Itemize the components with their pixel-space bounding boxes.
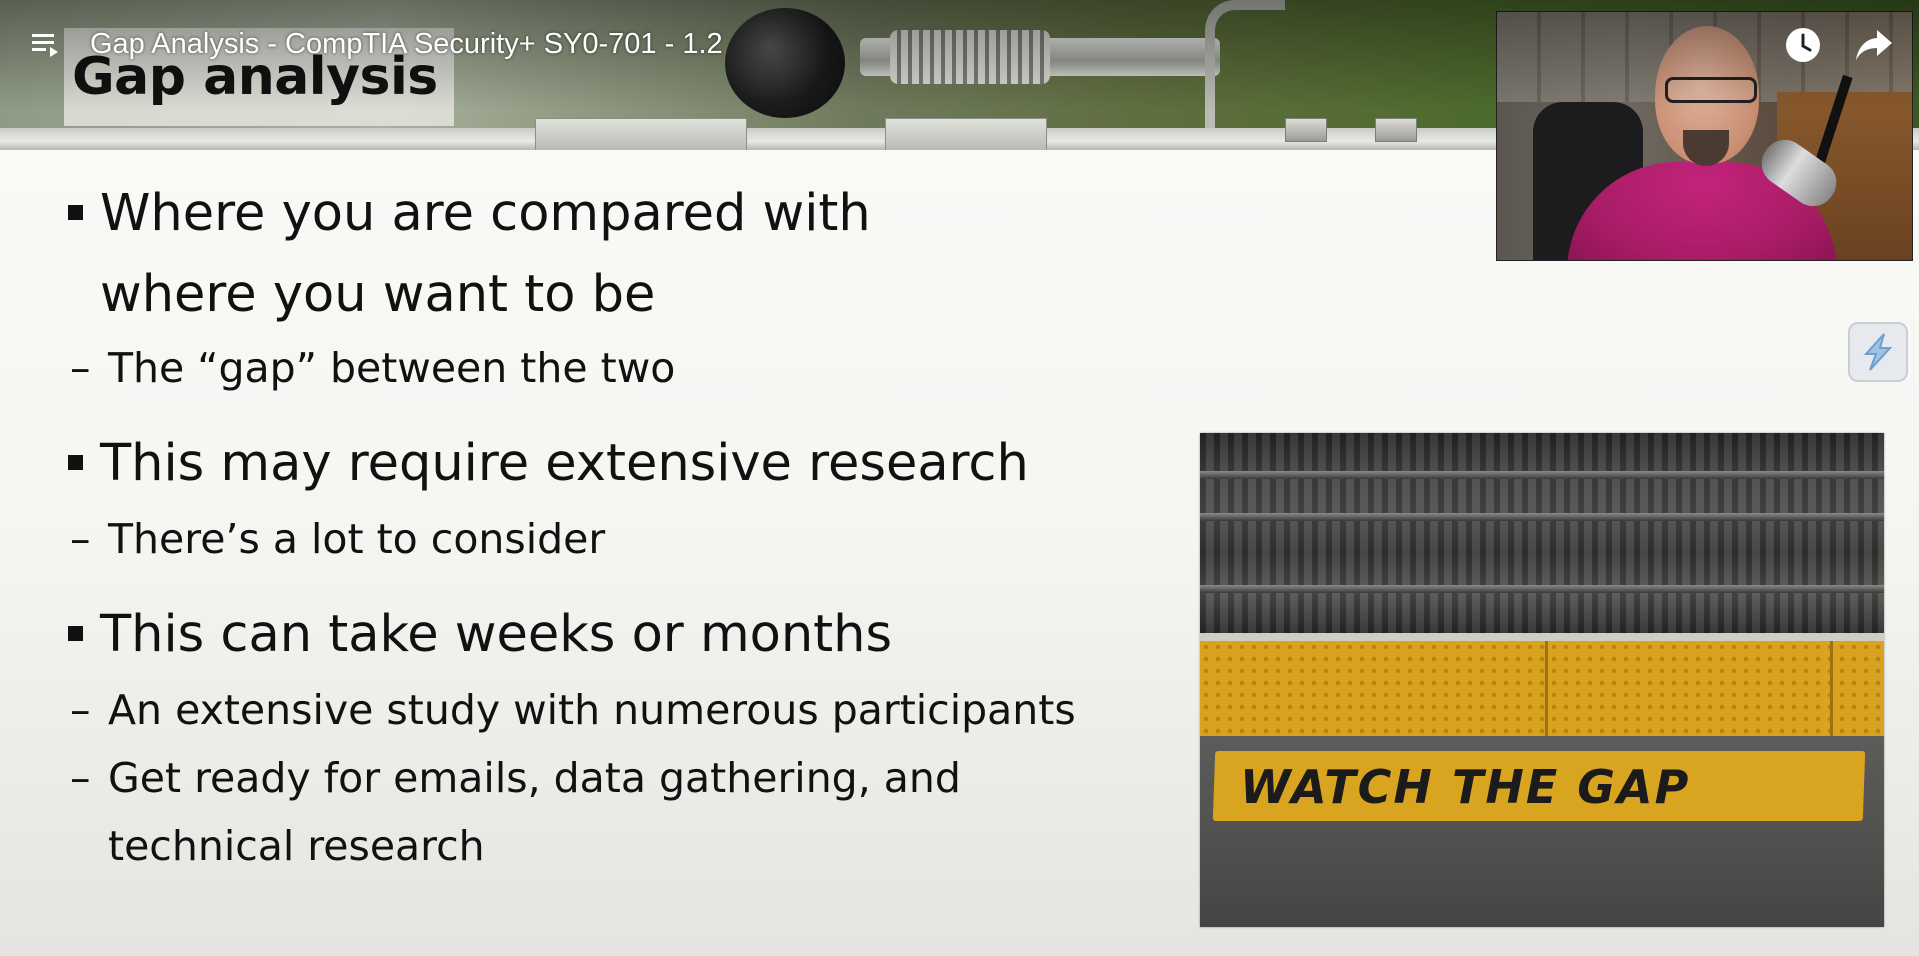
sub-bullet-marker: – — [70, 515, 91, 563]
latch-plate-graphic — [535, 118, 747, 150]
latch-hook-graphic — [1205, 0, 1285, 150]
sub-bullet-text: An extensive study with numerous partici… — [108, 686, 1076, 734]
sub-bullet-marker: – — [70, 344, 91, 392]
beard-graphic — [1683, 130, 1729, 166]
sub-bullet-text: technical research — [108, 822, 485, 870]
extension-button[interactable] — [1848, 322, 1908, 382]
latch-plate-graphic — [885, 118, 1047, 150]
glasses-graphic — [1665, 77, 1757, 103]
watch-the-gap-photo: WATCH THE GAP — [1200, 433, 1884, 927]
rail-graphic — [1200, 513, 1884, 521]
bolt-extension-icon — [1863, 333, 1893, 371]
bullet-marker — [68, 205, 83, 220]
tactile-paving-graphic — [1200, 641, 1884, 736]
sub-bullet-text: Get ready for emails, data gathering, an… — [108, 754, 961, 802]
slide-title: Gap analysis — [72, 47, 438, 107]
bullet-text: where you want to be — [100, 265, 656, 324]
rail-graphic — [1200, 585, 1884, 593]
bullet-text: This may require extensive research — [100, 434, 1029, 493]
latch-knob-graphic — [725, 8, 845, 118]
bullet-text: Where you are compared with — [100, 184, 871, 243]
bolt-graphic — [1285, 118, 1327, 142]
platform-edge-graphic — [1200, 633, 1884, 641]
latch-spring-graphic — [890, 30, 1050, 84]
playlist-icon[interactable] — [30, 28, 66, 64]
sub-bullet-marker: – — [70, 686, 91, 734]
sign-text: WATCH THE GAP — [1240, 760, 1691, 814]
clock-icon[interactable] — [1784, 26, 1822, 64]
slide-title-background — [64, 28, 454, 126]
presenter-webcam — [1496, 11, 1913, 261]
bullet-text: This can take weeks or months — [100, 605, 893, 664]
bullet-marker — [68, 455, 83, 470]
sub-bullet-text: The “gap” between the two — [108, 344, 676, 392]
railway-tracks-graphic — [1200, 433, 1884, 633]
video-title[interactable]: Gap Analysis - CompTIA Security+ SY0-701… — [90, 28, 723, 60]
paving-seam-graphic — [1830, 641, 1833, 736]
sub-bullet-text: There’s a lot to consider — [108, 515, 606, 563]
paving-seam-graphic — [1545, 641, 1548, 736]
bolt-graphic — [1375, 118, 1417, 142]
bullet-marker — [68, 626, 83, 641]
share-arrow-icon[interactable] — [1854, 26, 1894, 64]
rail-graphic — [1200, 471, 1884, 479]
sub-bullet-marker: – — [70, 754, 91, 802]
